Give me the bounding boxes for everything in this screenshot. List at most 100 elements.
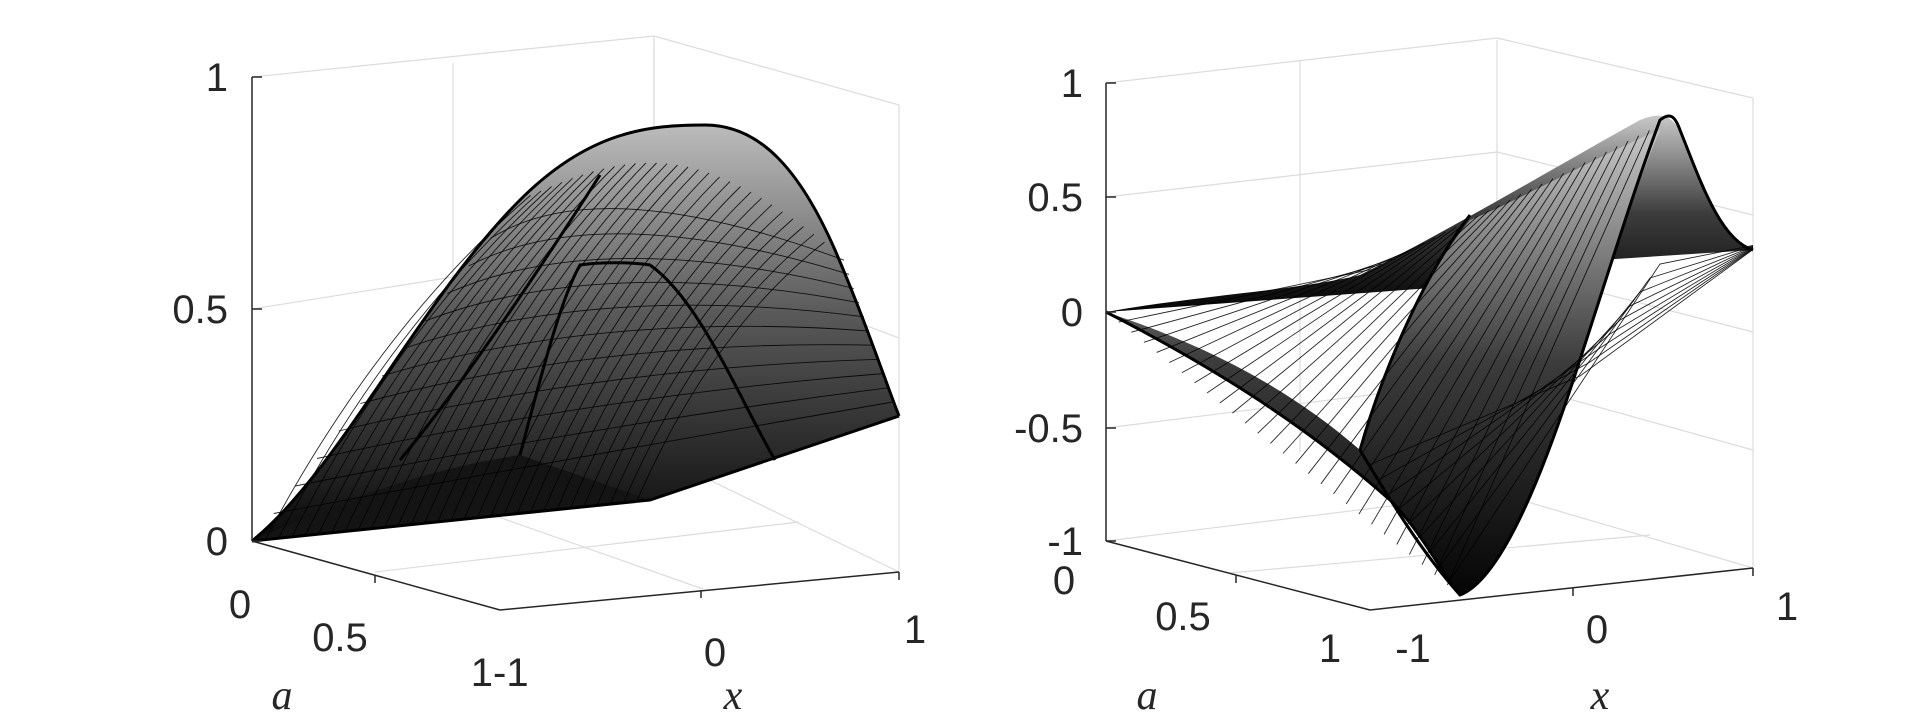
surface-mesh-line — [477, 169, 699, 518]
left-surface-fill — [252, 125, 899, 541]
right-x-axis — [1369, 567, 1754, 611]
surface-mesh-line — [556, 197, 762, 510]
left-z-tick-label: 1 — [206, 56, 228, 100]
surface-mesh-line — [384, 164, 626, 528]
right-a-axis — [1105, 540, 1371, 611]
surface-mesh-line — [1421, 140, 1629, 565]
left-x-tick-label: 0 — [704, 631, 726, 675]
right-x-tick-label: 1 — [1776, 585, 1798, 629]
right-z-tick-label: -1 — [1047, 520, 1083, 564]
right-surface-mesh — [1118, 130, 1754, 586]
surface-mesh-line — [1282, 199, 1511, 454]
surface-mesh-line — [1156, 253, 1404, 353]
left-a-tick-label: 1 — [471, 651, 493, 695]
surface-mesh-line — [583, 211, 783, 507]
surface-mesh-line — [1257, 210, 1489, 434]
surface-mesh-line — [530, 186, 741, 513]
surface-mesh-line — [291, 186, 552, 538]
left-x-tick-label: 1 — [904, 608, 926, 652]
surface-mesh-line — [344, 171, 594, 532]
surface-mesh-line — [1333, 178, 1554, 495]
surface-mesh-line — [1307, 189, 1532, 474]
right-grid-line — [1496, 37, 1754, 99]
left-z-tick-label: 0 — [206, 520, 228, 564]
right-a-axis-label: a — [1137, 673, 1158, 719]
surface-mesh-line — [503, 176, 720, 516]
right-x-tick-label: -1 — [1395, 627, 1431, 671]
surface-mesh-line — [1449, 245, 1754, 581]
surface-mesh-line — [360, 344, 875, 404]
surface-mesh-line — [316, 373, 885, 459]
surface-mesh-line — [446, 258, 855, 294]
right-z-tick-label: -0.5 — [1014, 407, 1083, 451]
right-a-tick-label: 0 — [1053, 559, 1075, 603]
surface-mesh-line — [596, 218, 794, 506]
left-a-axis-label: a — [272, 673, 293, 719]
right-surface-fold — [1358, 214, 1472, 596]
left-axes — [251, 76, 900, 611]
right-x-tick-label: 0 — [1586, 608, 1608, 652]
surface-mesh-line — [1345, 172, 1564, 505]
left-a-axis — [251, 540, 501, 611]
surface-mesh-line — [1169, 247, 1414, 363]
surface-mesh-line — [1369, 249, 1754, 465]
right-grid-line — [1105, 151, 1498, 198]
right-z-tick-label: 0.5 — [1027, 176, 1083, 220]
surface-mesh-line — [424, 162, 657, 524]
right-x-axis-label: x — [1590, 673, 1610, 719]
right-grid-line — [1105, 37, 1498, 84]
surface-mesh-line — [468, 233, 850, 275]
surface-mesh-line — [1295, 194, 1522, 464]
right-surface-outline — [1105, 114, 1754, 597]
surface-mesh-line — [569, 204, 773, 509]
surface-mesh-line — [1408, 146, 1618, 555]
left-x-tick-label: -1 — [493, 651, 529, 695]
surface-mesh-line — [425, 281, 860, 322]
surface-mesh-line — [1320, 183, 1543, 485]
surface-mesh-line — [543, 191, 752, 512]
surface-mesh-line — [1389, 248, 1754, 494]
surface-mesh-line — [295, 387, 890, 487]
left-surface-mesh — [264, 162, 895, 540]
surface-mesh-line — [516, 181, 731, 514]
surface-mesh-line — [1244, 215, 1479, 424]
left-grid-line — [251, 35, 655, 78]
surface-mesh-line — [437, 163, 668, 523]
left-a-tick-label: 0 — [229, 583, 251, 627]
surface-mesh-line — [1383, 156, 1597, 535]
surface-mesh-line — [1409, 247, 1754, 523]
surface-mesh-line — [463, 166, 689, 520]
left-grid-line — [653, 35, 900, 106]
surface-mesh-line — [490, 172, 710, 517]
surface-mesh-line — [1143, 258, 1393, 343]
surface-mesh-line — [636, 241, 825, 502]
surface-mesh-line — [338, 358, 880, 432]
surface-mesh-line — [1206, 231, 1446, 394]
surface-mesh-line — [273, 401, 895, 514]
right-grid — [1105, 37, 1754, 574]
surface-mesh-line — [397, 163, 636, 527]
right-grid-line — [1496, 492, 1754, 569]
left-surface-front — [252, 455, 650, 541]
surface-mesh-line — [450, 164, 678, 521]
right-a-tick-label: 1 — [1319, 627, 1341, 671]
surface-mesh-line — [410, 162, 647, 525]
surface-mesh-line — [381, 325, 870, 377]
left-grid-line — [374, 521, 800, 573]
surface-mesh-line — [1396, 151, 1607, 545]
surface-mesh-line — [1399, 247, 1754, 509]
surface-mesh-line — [1219, 226, 1457, 404]
surface-mesh-line — [1232, 221, 1468, 414]
left-surface-ridge-inner — [398, 174, 777, 461]
right-surface-front-trough — [1106, 130, 1660, 595]
surface-mesh-line — [331, 174, 584, 533]
surface-mesh-line — [317, 177, 573, 535]
surface-mesh-line — [1131, 263, 1382, 333]
right-axes — [1105, 82, 1754, 611]
surface-mesh-line — [1439, 245, 1754, 567]
left-surface-ridge-outer — [251, 123, 901, 543]
left-x-axis — [499, 571, 900, 611]
left-z-tick-label: 0.5 — [172, 288, 228, 332]
surface-mesh-line — [1194, 237, 1436, 384]
